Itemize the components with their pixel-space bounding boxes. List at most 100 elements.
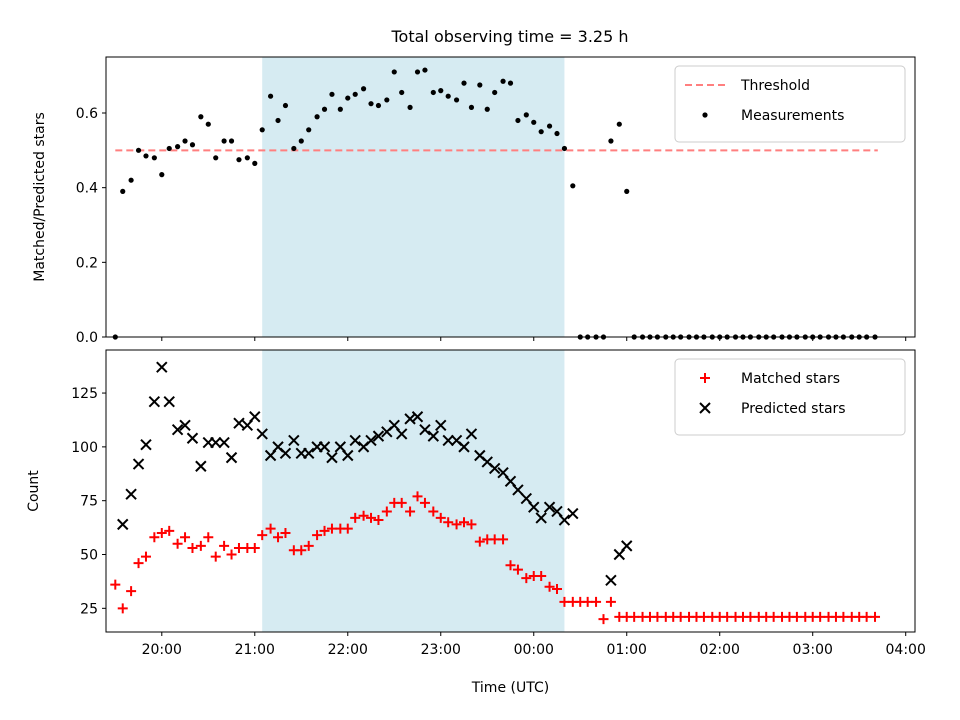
data-point: [189, 142, 196, 148]
data-point: [345, 95, 351, 101]
observing-window-span: [262, 57, 565, 337]
data-point: [180, 532, 191, 543]
data-point: [616, 121, 622, 127]
data-point: [395, 428, 408, 440]
data-point: [279, 447, 292, 460]
legend-box: [674, 358, 906, 436]
data-point: [156, 527, 167, 538]
data-point: [399, 89, 405, 96]
legend-marker: [702, 112, 708, 118]
data-point: [148, 395, 161, 408]
data-point: [256, 428, 268, 440]
data-point: [288, 434, 300, 447]
data-point: [474, 536, 485, 547]
data-point: [523, 112, 529, 118]
data-point: [531, 119, 537, 125]
data-point: [233, 417, 245, 429]
data-point: [559, 596, 570, 607]
data-point: [861, 611, 872, 622]
data-point: [570, 183, 576, 189]
data-point: [368, 101, 374, 107]
y-tick-label: 125: [71, 386, 98, 402]
data-point: [195, 540, 206, 551]
data-point: [419, 497, 430, 508]
top-panel-matched-ratio: 0.0 0.2 0.4 0.6 Matched/Predicted stars Thres…: [32, 56, 916, 346]
legend-label: Threshold: [740, 78, 810, 94]
legend-label: Matched stars: [741, 371, 840, 387]
data-point: [489, 534, 500, 545]
data-point: [558, 514, 571, 526]
legend: Threshold Measurements: [674, 65, 906, 143]
data-point: [329, 91, 335, 97]
data-point: [375, 102, 382, 109]
data-point: [652, 611, 663, 622]
data-point: [484, 106, 490, 112]
data-point: [405, 506, 416, 517]
data-point: [535, 512, 547, 524]
data-point: [461, 80, 467, 86]
data-point: [384, 97, 390, 103]
data-point: [159, 172, 165, 178]
data-point: [366, 512, 377, 523]
data-point: [815, 611, 826, 622]
data-point: [396, 497, 407, 508]
data-point: [117, 518, 129, 531]
data-point: [140, 551, 151, 562]
data-point: [244, 155, 250, 161]
data-point: [273, 532, 284, 543]
data-point: [515, 117, 521, 124]
data-point: [218, 436, 230, 449]
x-tick-label: 23:00: [421, 642, 461, 658]
data-point: [187, 543, 198, 554]
data-point: [381, 506, 392, 517]
data-point: [257, 530, 268, 541]
data-point: [722, 611, 733, 622]
data-point: [605, 596, 616, 607]
data-point: [126, 586, 137, 597]
x-tick-label: 03:00: [793, 642, 833, 658]
axes-frame: [105, 349, 916, 633]
data-point: [365, 434, 377, 447]
data-point: [221, 138, 227, 144]
x-tick-label: 21:00: [235, 642, 275, 658]
data-point: [505, 560, 516, 571]
data-point: [567, 507, 579, 520]
data-point: [582, 596, 593, 607]
data-point: [319, 525, 330, 536]
data-point: [624, 188, 630, 194]
data-point: [172, 538, 183, 549]
data-point: [267, 93, 274, 99]
data-point: [349, 434, 361, 447]
data-point: [110, 579, 121, 590]
legend-label: Predicted stars: [741, 401, 846, 417]
data-point: [117, 603, 128, 614]
data-point: [133, 558, 144, 569]
data-point: [225, 451, 238, 464]
data-point: [198, 114, 204, 120]
data-point: [210, 436, 222, 449]
data-point: [498, 534, 509, 545]
data-point: [203, 532, 214, 543]
data-point: [458, 441, 470, 453]
data-point: [306, 127, 312, 133]
data-point: [352, 91, 358, 97]
data-point: [745, 611, 756, 622]
data-point: [414, 69, 421, 75]
y-tick-label: 0.2: [76, 255, 98, 271]
y-axis-label: Matched/Predicted stars: [32, 112, 48, 282]
data-point: [171, 423, 184, 436]
data-point: [453, 97, 460, 103]
data-point: [543, 501, 556, 513]
data-point: [265, 523, 276, 534]
legend-marker: [700, 373, 710, 383]
data-point: [546, 123, 553, 129]
data-point: [465, 428, 478, 440]
x-tick-label: 01:00: [607, 642, 647, 658]
data-point: [536, 571, 547, 582]
data-point: [445, 93, 451, 99]
data-point: [468, 104, 475, 110]
data-point: [342, 523, 353, 534]
data-point: [296, 545, 307, 556]
x-tick-label: 00:00: [514, 642, 554, 658]
axes-frame: [105, 56, 916, 338]
